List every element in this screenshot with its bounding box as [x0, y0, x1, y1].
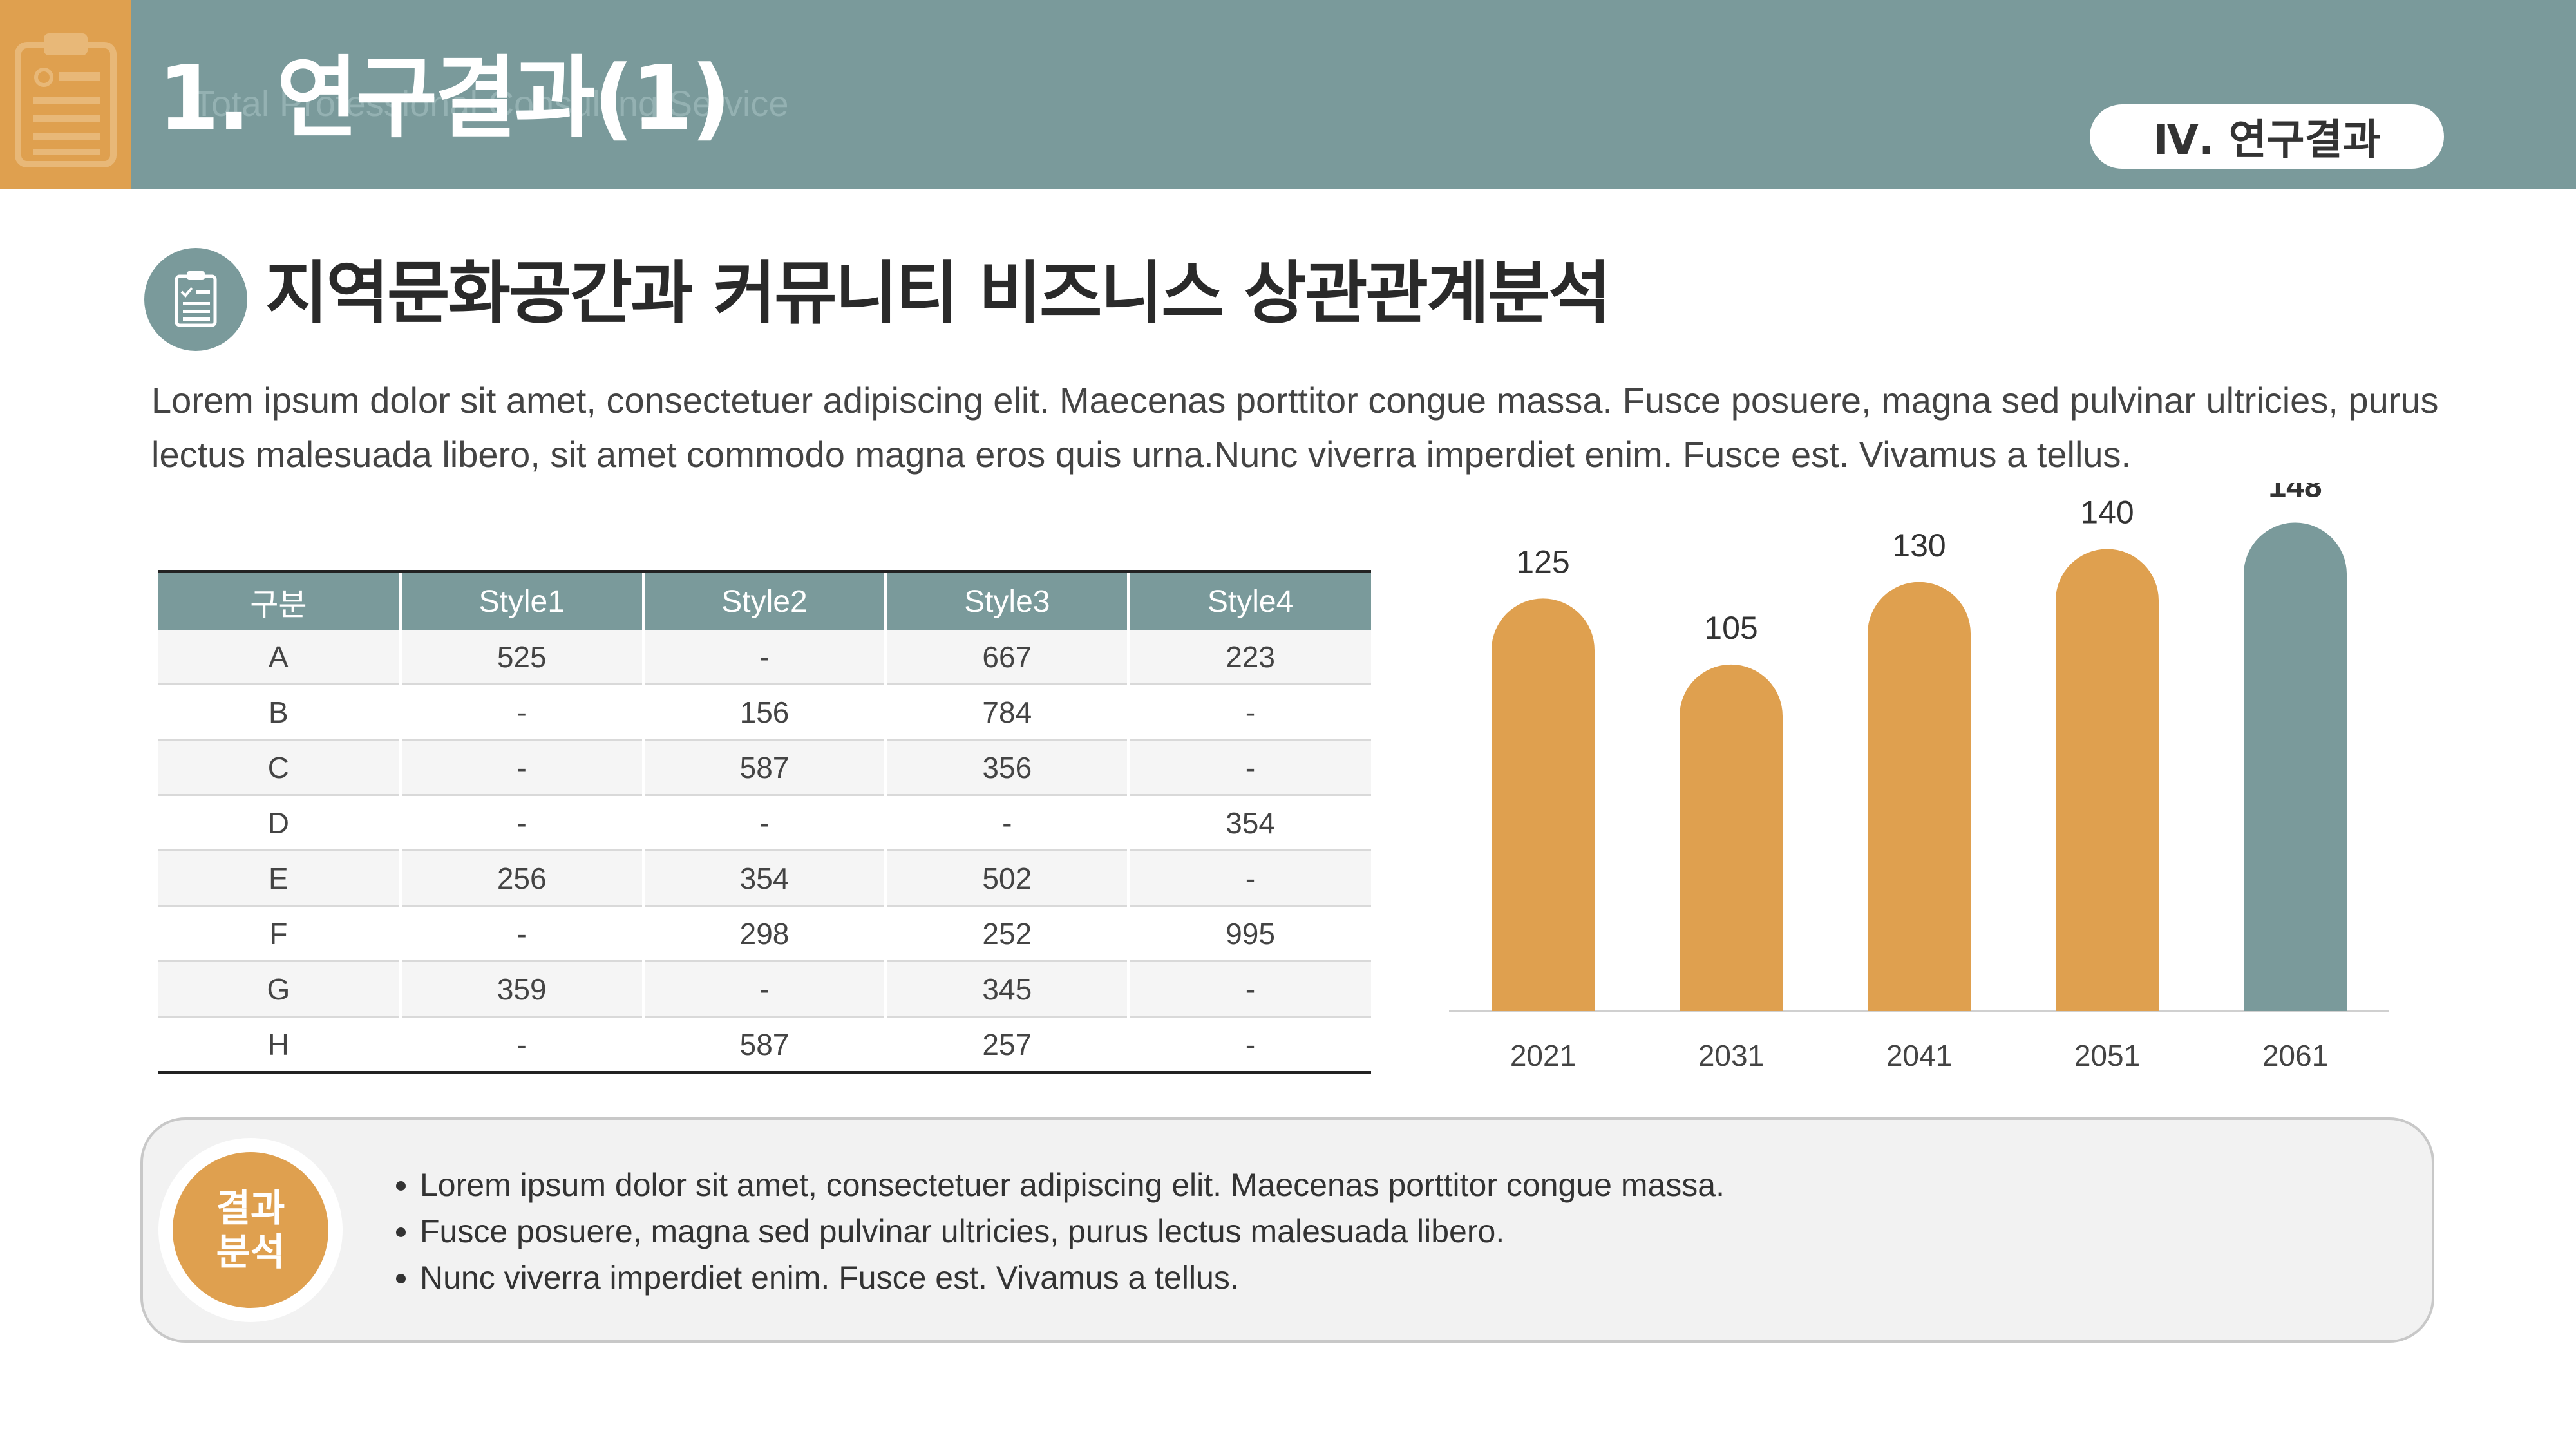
table-cell: - [399, 795, 643, 851]
table-cell: C [158, 739, 401, 796]
table-row: B - 156 784 - [158, 684, 1371, 741]
table-cell: - [399, 1016, 643, 1074]
bar-chart: 125 2021 105 2031 130 2041 140 2051 148 2061 [1449, 483, 2389, 1072]
table-cell: B [158, 684, 401, 741]
table-cell: 502 [884, 850, 1129, 907]
summary-badge-ring: 결과 분석 [158, 1138, 343, 1322]
table-cell: - [399, 739, 643, 796]
table-cell: 354 [641, 850, 886, 907]
table-cell: 354 [1127, 795, 1371, 851]
table-cell: F [158, 905, 401, 962]
table-cell: 359 [399, 961, 643, 1018]
table-cell: 345 [884, 961, 1129, 1018]
data-label: 140 [2080, 495, 2134, 531]
table-cell: - [1127, 739, 1371, 796]
x-tick-label: 2061 [2262, 1039, 2328, 1072]
table-cell: 298 [641, 905, 886, 962]
table-cell: 525 [399, 630, 643, 685]
table-cell: - [1127, 850, 1371, 907]
table-row: D - - - 354 [158, 795, 1371, 851]
header-icon-box [0, 0, 131, 189]
data-label: 105 [1704, 610, 1757, 646]
data-label: 130 [1892, 527, 1946, 564]
x-tick-label: 2041 [1886, 1039, 1952, 1072]
table-cell: - [1127, 961, 1371, 1018]
summary-bullet: Fusce posuere, magna sed pulvinar ultric… [420, 1208, 1725, 1255]
bar-2031 [1680, 664, 1783, 1011]
table-cell: - [641, 630, 886, 685]
table-cell: 252 [884, 905, 1129, 962]
table-cell: 356 [884, 739, 1129, 796]
table-row: C - 587 356 - [158, 739, 1371, 796]
table-row: G 359 - 345 - [158, 961, 1371, 1018]
table-cell: 223 [1127, 630, 1371, 685]
header-bar: Total Professional Consulting Service 1.… [0, 0, 2576, 189]
header-ghost-text: Total Professional Consulting Service [193, 83, 789, 124]
x-tick-label: 2031 [1698, 1039, 1764, 1072]
summary-bullet: Lorem ipsum dolor sit amet, consectetuer… [420, 1162, 1725, 1208]
section-heading: 지역문화공간과 커뮤니티 비즈니스 상관관계분석 [265, 254, 1611, 333]
page-title: 1. 연구결과(1) [158, 46, 731, 150]
table-header-cell: Style1 [399, 570, 643, 630]
table-cell: 587 [641, 1016, 886, 1074]
table-cell: - [641, 795, 886, 851]
table-header-row: 구분 Style1 Style2 Style3 Style4 [158, 570, 1371, 630]
table-cell: - [1127, 684, 1371, 741]
table-cell: 156 [641, 684, 886, 741]
table-cell: A [158, 630, 401, 685]
clipboard-check-icon [175, 271, 217, 327]
table-header-cell: 구분 [158, 570, 401, 630]
table-cell: 995 [1127, 905, 1371, 962]
table-row: A 525 - 667 223 [158, 630, 1371, 685]
table-cell: 256 [399, 850, 643, 907]
table-cell: 784 [884, 684, 1129, 741]
table-row: H - 587 257 - [158, 1016, 1371, 1074]
table-cell: E [158, 850, 401, 907]
summary-bullet: Nunc viverra imperdiet enim. Fusce est. … [420, 1255, 1725, 1301]
table-cell: 587 [641, 739, 886, 796]
table-cell: H [158, 1016, 401, 1074]
table-cell: - [399, 684, 643, 741]
bar-2041 [1868, 582, 1971, 1011]
bar-2021 [1492, 598, 1595, 1011]
table-cell: G [158, 961, 401, 1018]
x-tick-label: 2051 [2074, 1039, 2140, 1072]
section-badge: Ⅳ. 연구결과 [2090, 104, 2444, 169]
table-cell: 257 [884, 1016, 1129, 1074]
table-cell: - [399, 905, 643, 962]
table-cell: D [158, 795, 401, 851]
bar-2061 [2244, 522, 2347, 1011]
table-row: E 256 354 502 - [158, 850, 1371, 907]
x-tick-label: 2021 [1510, 1039, 1576, 1072]
table-header-cell: Style2 [641, 570, 886, 630]
table-cell: - [1127, 1016, 1371, 1074]
summary-bullet-list: Lorem ipsum dolor sit amet, consectetuer… [381, 1162, 1725, 1301]
data-label: 125 [1516, 544, 1569, 580]
description-text: Lorem ipsum dolor sit amet, consectetuer… [151, 380, 2439, 475]
summary-panel: 결과 분석 Lorem ipsum dolor sit amet, consec… [140, 1117, 2434, 1343]
table-header-cell: Style3 [884, 570, 1129, 630]
subheading-icon-circle [144, 248, 247, 351]
table-cell: - [641, 961, 886, 1018]
bar-2051 [2056, 549, 2159, 1011]
table-cell: 667 [884, 630, 1129, 685]
table-row: F - 298 252 995 [158, 905, 1371, 962]
table-cell: - [884, 795, 1129, 851]
clipboard-icon [15, 33, 117, 167]
data-label: 148 [2268, 483, 2322, 504]
table-header-cell: Style4 [1127, 570, 1371, 630]
summary-badge: 결과 분석 [173, 1152, 328, 1308]
data-table: 구분 Style1 Style2 Style3 Style4 A 525 - 6… [158, 570, 1371, 1074]
